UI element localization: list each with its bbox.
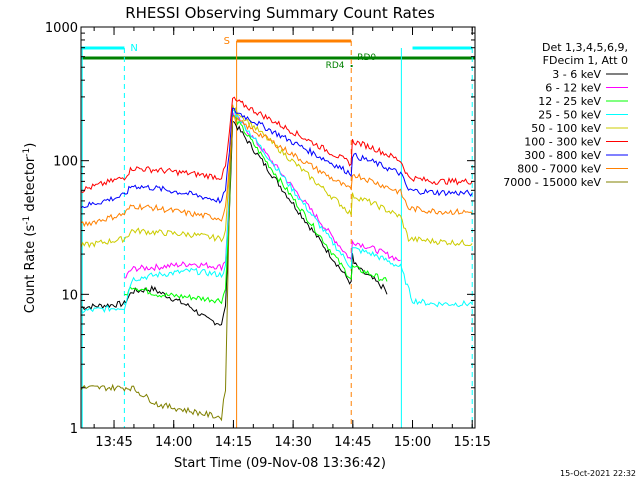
x-tick-label-0: 13:45 — [95, 435, 132, 450]
legend-label-6: 300 - 800 keV — [524, 149, 601, 162]
legend-label-5: 100 - 300 keV — [524, 136, 601, 149]
legend-label-2: 12 - 25 keV — [538, 95, 601, 108]
saa-label: S — [224, 36, 230, 47]
series-line-2 — [124, 114, 388, 305]
night-label: N — [130, 43, 137, 54]
y-tick-label-3: 1000 — [45, 21, 78, 36]
date-stamp: 15-Oct-2021 22:32 — [560, 469, 636, 478]
series-line-0 — [80, 120, 388, 326]
x-tick-label-5: 15:00 — [394, 435, 431, 450]
x-tick-label-1: 14:00 — [155, 435, 192, 450]
y-axis-label: Count Rate (s-1 detector-1) — [22, 143, 38, 314]
legend-label-4: 50 - 100 keV — [531, 122, 601, 135]
status-labels: N S RD0 RD4 — [130, 36, 376, 71]
series-lines — [80, 96, 473, 422]
legend-label-8: 7000 - 15000 keV — [503, 176, 601, 189]
y-axis-ticks: 1 10 100 1000 — [45, 21, 475, 437]
plot-frame — [80, 26, 476, 429]
legend-header-0: Det 1,3,4,5,6,9, — [542, 41, 628, 54]
y-tick-label-1: 10 — [61, 288, 78, 303]
y-axis-label-part1: Count Rate (s — [23, 225, 38, 314]
y-axis-label-sup1: -1 — [22, 216, 32, 225]
y-axis-label-part2: detector — [23, 156, 38, 216]
x-tick-label-4: 14:45 — [334, 435, 371, 450]
marker-dot-rd0 — [354, 57, 357, 59]
x-axis-ticks: 13:45 14:00 14:15 14:30 14:45 15:00 15:15 — [93, 27, 491, 450]
series-line-6 — [80, 107, 473, 209]
y-axis-label-sup2: -1 — [22, 148, 32, 157]
y-axis-label-part3: ) — [23, 143, 38, 148]
series-line-8 — [80, 126, 234, 422]
y-tick-label-0: 1 — [70, 422, 78, 437]
x-axis-label: Start Time (09-Nov-08 13:36:42) — [174, 456, 386, 471]
series-line-7 — [80, 115, 473, 228]
status-bars — [81, 39, 475, 60]
series-line-1 — [124, 112, 401, 279]
marker-label-rd4: RD4 — [326, 61, 345, 71]
series-line-5 — [80, 96, 473, 194]
legend-header-1: FDecim 1, Att 0 — [543, 54, 628, 67]
series-line-3 — [80, 108, 473, 314]
x-tick-label-2: 14:15 — [215, 435, 252, 450]
legend-label-7: 800 - 7000 keV — [517, 163, 601, 176]
x-tick-label-3: 14:30 — [274, 435, 311, 450]
y-tick-label-2: 100 — [53, 155, 78, 170]
chart-title: RHESSI Observing Summary Count Rates — [125, 4, 435, 22]
marker-label-rd0: RD0 — [357, 53, 376, 63]
legend-label-0: 3 - 6 keV — [552, 68, 601, 81]
legend: Det 1,3,4,5,6,9,FDecim 1, Att 03 - 6 keV… — [503, 41, 628, 189]
legend-label-1: 6 - 12 keV — [545, 82, 601, 95]
series-line-4 — [80, 104, 473, 249]
marker-dot-rd4 — [350, 65, 353, 67]
legend-label-3: 25 - 50 keV — [538, 109, 601, 122]
x-tick-label-6: 15:15 — [453, 435, 490, 450]
status-vertical-lines — [81, 41, 473, 428]
